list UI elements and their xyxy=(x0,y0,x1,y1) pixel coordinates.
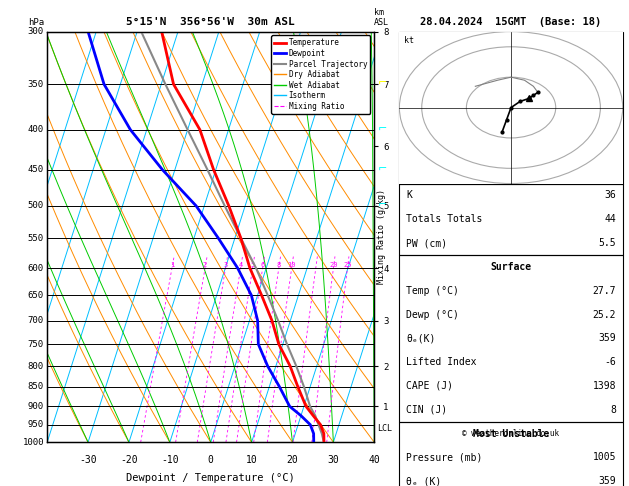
Text: -10: -10 xyxy=(161,454,179,465)
Text: 30: 30 xyxy=(328,454,339,465)
Text: 40: 40 xyxy=(369,454,380,465)
Text: -30: -30 xyxy=(79,454,97,465)
Bar xyxy=(399,32,623,184)
Text: LCL: LCL xyxy=(377,424,392,433)
Text: 950: 950 xyxy=(28,420,44,429)
Text: 2: 2 xyxy=(203,262,207,268)
Text: 750: 750 xyxy=(28,340,44,348)
Text: 650: 650 xyxy=(28,291,44,300)
Bar xyxy=(399,255,623,422)
Text: 25: 25 xyxy=(343,262,352,268)
Text: K: K xyxy=(406,191,412,200)
Text: 900: 900 xyxy=(28,402,44,411)
Text: 4: 4 xyxy=(238,262,243,268)
Text: hPa: hPa xyxy=(28,18,44,28)
Text: Dewpoint / Temperature (°C): Dewpoint / Temperature (°C) xyxy=(126,473,295,483)
Text: 5°15'N  356°56'W  30m ASL: 5°15'N 356°56'W 30m ASL xyxy=(126,17,295,27)
Text: 359: 359 xyxy=(598,476,616,486)
Bar xyxy=(399,422,623,486)
Text: CIN (J): CIN (J) xyxy=(406,405,447,415)
Text: 800: 800 xyxy=(28,362,44,371)
Text: km
ASL: km ASL xyxy=(374,8,389,28)
Text: θₑ (K): θₑ (K) xyxy=(406,476,442,486)
Bar xyxy=(399,184,623,255)
Text: 450: 450 xyxy=(28,165,44,174)
Text: Mixing Ratio (g/kg): Mixing Ratio (g/kg) xyxy=(377,190,386,284)
Text: 700: 700 xyxy=(28,316,44,325)
Text: 6: 6 xyxy=(260,262,265,268)
Text: 5: 5 xyxy=(250,262,255,268)
Text: 600: 600 xyxy=(28,263,44,273)
Text: 500: 500 xyxy=(28,201,44,210)
Text: ⌐: ⌐ xyxy=(377,201,387,211)
Legend: Temperature, Dewpoint, Parcel Trajectory, Dry Adiabat, Wet Adiabat, Isotherm, Mi: Temperature, Dewpoint, Parcel Trajectory… xyxy=(271,35,370,114)
Text: 36: 36 xyxy=(604,191,616,200)
Text: 1005: 1005 xyxy=(593,452,616,463)
Text: kt: kt xyxy=(404,36,414,45)
Text: 1000: 1000 xyxy=(23,438,44,447)
Text: Most Unstable: Most Unstable xyxy=(473,429,549,439)
Text: 300: 300 xyxy=(28,27,44,36)
Text: 1: 1 xyxy=(170,262,174,268)
Text: Lifted Index: Lifted Index xyxy=(406,357,477,367)
Text: 550: 550 xyxy=(28,234,44,243)
Text: ⌐: ⌐ xyxy=(377,165,387,175)
Text: -20: -20 xyxy=(120,454,138,465)
Text: 1398: 1398 xyxy=(593,381,616,391)
Text: 8: 8 xyxy=(610,405,616,415)
Text: 27.7: 27.7 xyxy=(593,286,616,295)
Text: 44: 44 xyxy=(604,214,616,224)
Text: PW (cm): PW (cm) xyxy=(406,238,447,248)
Text: -6: -6 xyxy=(604,357,616,367)
Text: CAPE (J): CAPE (J) xyxy=(406,381,453,391)
Text: 20: 20 xyxy=(287,454,298,465)
Text: ⌐: ⌐ xyxy=(377,125,387,135)
Text: 25.2: 25.2 xyxy=(593,310,616,319)
Text: 20: 20 xyxy=(329,262,338,268)
Text: 10: 10 xyxy=(246,454,257,465)
Text: 28.04.2024  15GMT  (Base: 18): 28.04.2024 15GMT (Base: 18) xyxy=(420,17,602,27)
Text: 0: 0 xyxy=(208,454,214,465)
Text: 350: 350 xyxy=(28,80,44,88)
Text: Surface: Surface xyxy=(491,262,532,272)
Text: θₑ(K): θₑ(K) xyxy=(406,333,435,344)
Text: © weatheronline.co.uk: © weatheronline.co.uk xyxy=(462,429,560,438)
Text: 850: 850 xyxy=(28,382,44,391)
Text: 5.5: 5.5 xyxy=(598,238,616,248)
Text: Dewp (°C): Dewp (°C) xyxy=(406,310,459,319)
Text: 3: 3 xyxy=(223,262,228,268)
Text: 10: 10 xyxy=(287,262,296,268)
Text: Temp (°C): Temp (°C) xyxy=(406,286,459,295)
Text: Pressure (mb): Pressure (mb) xyxy=(406,452,482,463)
Text: Totals Totals: Totals Totals xyxy=(406,214,482,224)
Text: 8: 8 xyxy=(277,262,281,268)
Text: 359: 359 xyxy=(598,333,616,344)
Text: ⌐: ⌐ xyxy=(377,79,387,89)
Text: 400: 400 xyxy=(28,125,44,134)
